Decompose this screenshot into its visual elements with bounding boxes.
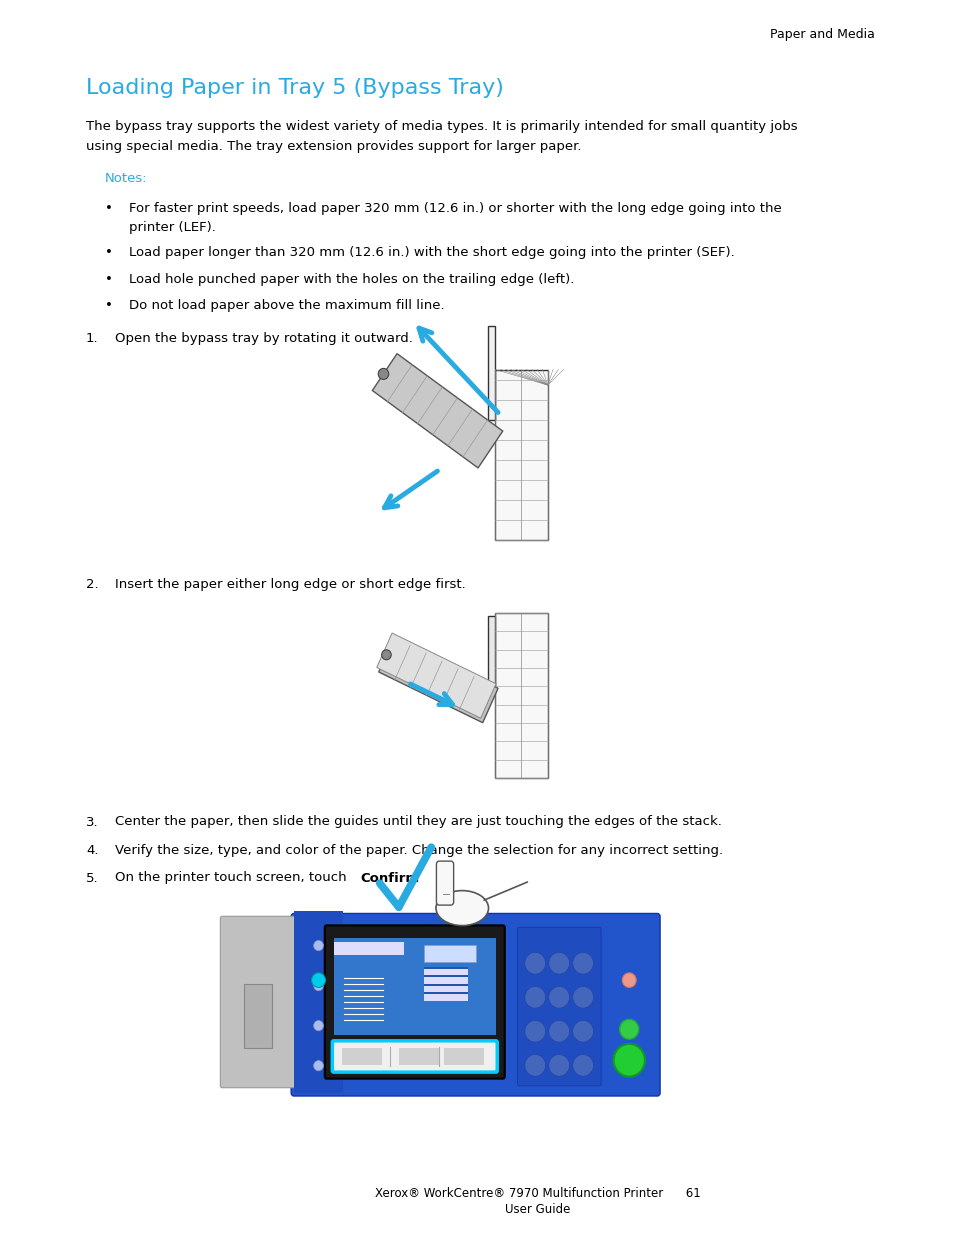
Circle shape — [314, 1020, 323, 1031]
Circle shape — [548, 952, 569, 974]
Text: Verify the size, type, and color of the paper. Change the selection for any inco: Verify the size, type, and color of the … — [114, 844, 722, 857]
Circle shape — [312, 973, 325, 988]
Circle shape — [381, 650, 391, 659]
Bar — [487, 326, 495, 420]
Circle shape — [619, 1019, 639, 1040]
Circle shape — [524, 1055, 545, 1076]
Bar — [495, 369, 547, 540]
Bar — [423, 977, 467, 984]
Text: Xerox® WorkCentre® 7970 Multifunction Printer      61: Xerox® WorkCentre® 7970 Multifunction Pr… — [375, 1187, 700, 1200]
Bar — [443, 1049, 484, 1065]
Text: Do not load paper above the maximum fill line.: Do not load paper above the maximum fill… — [129, 299, 444, 312]
Bar — [423, 945, 476, 962]
Text: 5.: 5. — [86, 872, 98, 884]
Bar — [423, 967, 467, 1000]
Circle shape — [548, 1020, 569, 1042]
Circle shape — [524, 987, 545, 1008]
Bar — [423, 968, 467, 976]
Text: User Guide: User Guide — [504, 1203, 570, 1216]
Text: 1.: 1. — [86, 331, 98, 345]
Text: •: • — [105, 299, 112, 312]
Circle shape — [314, 981, 323, 990]
Text: .: . — [415, 872, 418, 884]
Text: •: • — [105, 203, 112, 215]
Text: Paper and Media: Paper and Media — [769, 28, 874, 41]
Text: 3.: 3. — [86, 815, 98, 829]
Text: •: • — [105, 273, 112, 285]
Text: printer (LEF).: printer (LEF). — [129, 221, 215, 235]
Polygon shape — [376, 634, 496, 719]
Bar — [495, 613, 547, 778]
Text: Insert the paper either long edge or short edge first.: Insert the paper either long edge or sho… — [114, 578, 465, 590]
Text: 2.: 2. — [86, 578, 98, 590]
FancyBboxPatch shape — [324, 925, 504, 1078]
Circle shape — [524, 1020, 545, 1042]
FancyBboxPatch shape — [436, 861, 454, 905]
Circle shape — [572, 987, 593, 1008]
Text: Open the bypass tray by rotating it outward.: Open the bypass tray by rotating it outw… — [114, 331, 412, 345]
Bar — [334, 937, 496, 1035]
Circle shape — [572, 952, 593, 974]
Text: Load hole punched paper with the holes on the trailing edge (left).: Load hole punched paper with the holes o… — [129, 273, 574, 285]
Circle shape — [314, 941, 323, 951]
Bar — [487, 616, 495, 690]
Bar — [341, 1049, 382, 1065]
Bar — [244, 984, 273, 1047]
Text: Notes:: Notes: — [105, 172, 148, 185]
Circle shape — [613, 1044, 644, 1077]
Circle shape — [548, 987, 569, 1008]
Text: Confirm: Confirm — [360, 872, 419, 884]
Text: using special media. The tray extension provides support for larger paper.: using special media. The tray extension … — [86, 140, 581, 153]
Circle shape — [314, 1061, 323, 1071]
Text: Loading Paper in Tray 5 (Bypass Tray): Loading Paper in Tray 5 (Bypass Tray) — [86, 78, 503, 98]
Circle shape — [548, 1055, 569, 1076]
Circle shape — [621, 973, 636, 988]
Bar — [423, 986, 467, 993]
Bar — [334, 942, 404, 956]
Ellipse shape — [436, 890, 488, 925]
Polygon shape — [378, 637, 497, 722]
Circle shape — [524, 952, 545, 974]
Circle shape — [572, 1020, 593, 1042]
Bar — [398, 1049, 438, 1065]
Bar — [423, 994, 467, 1000]
Text: Load paper longer than 320 mm (12.6 in.) with the short edge going into the prin: Load paper longer than 320 mm (12.6 in.)… — [129, 246, 734, 259]
Circle shape — [377, 368, 388, 379]
Circle shape — [572, 1055, 593, 1076]
Bar — [294, 911, 343, 1093]
Polygon shape — [372, 353, 502, 468]
Text: 4.: 4. — [86, 844, 98, 857]
FancyBboxPatch shape — [291, 914, 659, 1095]
FancyBboxPatch shape — [220, 916, 295, 1088]
Text: Center the paper, then slide the guides until they are just touching the edges o: Center the paper, then slide the guides … — [114, 815, 720, 829]
Text: The bypass tray supports the widest variety of media types. It is primarily inte: The bypass tray supports the widest vari… — [86, 120, 797, 133]
FancyBboxPatch shape — [332, 1041, 497, 1072]
Text: For faster print speeds, load paper 320 mm (12.6 in.) or shorter with the long e: For faster print speeds, load paper 320 … — [129, 203, 781, 215]
Text: •: • — [105, 246, 112, 259]
Text: On the printer touch screen, touch: On the printer touch screen, touch — [114, 872, 350, 884]
FancyBboxPatch shape — [517, 927, 600, 1086]
